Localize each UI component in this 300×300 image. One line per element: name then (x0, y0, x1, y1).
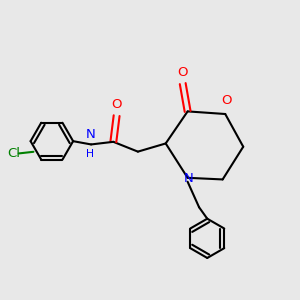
Text: Cl: Cl (7, 147, 20, 160)
Text: N: N (85, 128, 95, 140)
Text: H: H (86, 149, 94, 159)
Text: O: O (178, 66, 188, 79)
Text: O: O (222, 94, 232, 107)
Text: O: O (111, 98, 122, 111)
Text: N: N (184, 172, 194, 185)
